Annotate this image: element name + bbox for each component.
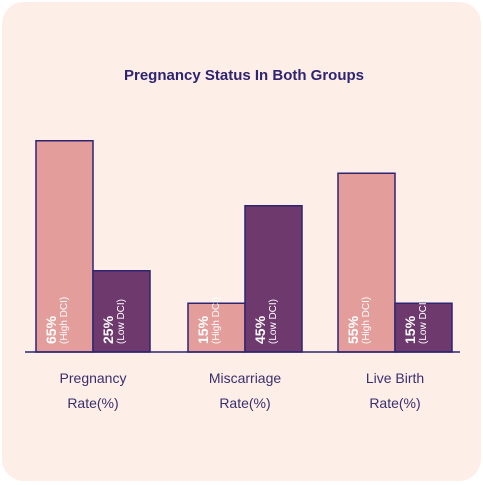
bars-group: 65% (High DCI) 25% (Low DCI) 15% (High DCI) 45… xyxy=(35,140,453,353)
chart-card: Pregnancy Status In Both Groups 65% (High… xyxy=(2,2,481,481)
bar-label-low-dci-1: 45% xyxy=(252,315,268,344)
bar-label-high-dci-2: 55% xyxy=(345,315,361,344)
bar-group-name-low-dci-0: (Low DCI) xyxy=(116,299,127,344)
category-label-0: Pregnancy Rate(%) xyxy=(60,370,127,411)
bar-label-high-dci-0: 65% xyxy=(43,315,59,344)
category-labels: Pregnancy Rate(%) Miscarriage Rate(%) Live B… xyxy=(60,370,425,411)
bar-label-high-dci-1: 15% xyxy=(195,315,211,344)
category-label-1: Miscarriage Rate(%) xyxy=(209,370,282,411)
bar-group-name-high-dci-0: (High DCI) xyxy=(59,297,70,344)
bar-low-dci-2 xyxy=(394,302,453,353)
category-label-2: Live Birth Rate(%) xyxy=(366,370,424,411)
bar-low-dci-0 xyxy=(92,270,151,353)
bar-group-name-low-dci-2: (Low DCI) xyxy=(418,299,429,344)
bar-high-dci-0 xyxy=(35,140,94,353)
bar-low-dci-1 xyxy=(244,205,303,353)
chart-title: Pregnancy Status In Both Groups xyxy=(124,67,364,84)
bar-label-low-dci-2: 15% xyxy=(402,315,418,344)
bar-group-name-high-dci-2: (High DCI) xyxy=(361,297,372,344)
bar-label-low-dci-0: 25% xyxy=(100,315,116,344)
bar-group-name-low-dci-1: (Low DCI) xyxy=(268,299,279,344)
bar-group-name-high-dci-1: (High DCI) xyxy=(211,297,222,344)
